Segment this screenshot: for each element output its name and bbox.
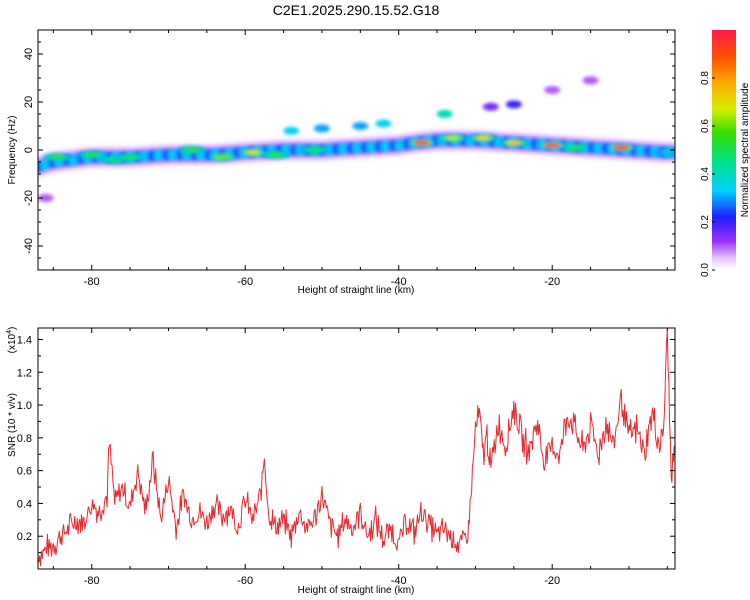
spectrogram-hotspot-core [612, 145, 631, 150]
snr-y-tick-label: 0.6 [17, 466, 32, 478]
snr-y-label: SNR (10 * v/v) [7, 393, 18, 457]
snr-y-tick-label: 0.2 [17, 531, 32, 543]
spectrogram-panel: -80 -60 -40 -20 40 20 0 -20 -40 Height of straig… [7, 29, 676, 296]
spectrogram-secondary-spot [38, 194, 54, 202]
spectrogram-hotspot [561, 143, 590, 152]
spectrogram-hotspot [607, 143, 636, 152]
spectrogram-hotspot [407, 138, 436, 147]
spectrogram-secondary [38, 76, 599, 202]
spectrogram-secondary-spot [352, 122, 369, 130]
spectrogram-hotspots [43, 134, 675, 164]
snr-frame [37, 327, 676, 570]
colorbar-tick-label: 0.0 [700, 263, 711, 277]
snr-plot-area [38, 328, 675, 569]
spectrogram-hotspot-core [246, 150, 260, 155]
snr-x-tick-label: -60 [237, 575, 253, 587]
snr-series-line [38, 329, 675, 567]
spectrogram-hotspot-core [570, 145, 581, 150]
spectrogram-secondary-spot [375, 119, 392, 128]
colorbar-gradient [712, 30, 736, 270]
spectrogram-hotspot-core [543, 143, 562, 148]
spectrogram-y-tick-label: 40 [23, 48, 35, 60]
colorbar-ticks: 0.0 0.2 0.4 0.6 0.8 [700, 71, 715, 277]
spectrogram-y-tick-label: 0 [23, 147, 35, 153]
spectrogram-hotspot [116, 153, 145, 162]
spectrogram-secondary-spot [283, 126, 300, 135]
spectrogram-hotspot [499, 138, 528, 147]
snr-ticks: -80 -60 -40 -20 0.2 0.4 0.6 0.8 1.0 1.2 1.4 [17, 328, 675, 587]
colorbar-tick-label: 0.2 [700, 215, 711, 229]
spectrogram-x-tick-label: -60 [237, 276, 253, 288]
spectrogram-secondary-spot [544, 86, 561, 94]
snr-x-label: Height of straight line (km) [298, 585, 415, 596]
spectrogram-hotspot-core [476, 135, 490, 141]
spectrogram-y-tick-label: 20 [23, 96, 35, 108]
spectrogram-hotspot-core [52, 155, 63, 160]
spectrogram-hotspot [208, 153, 237, 162]
snr-y-tick-label: 1.4 [17, 334, 32, 346]
spectrogram-secondary-spot [505, 100, 522, 109]
spectrogram-hotspot [261, 150, 290, 159]
spectrogram-hotspot-core [186, 147, 197, 153]
spectrogram-frame [37, 29, 676, 271]
spectrogram-heatmap [38, 76, 675, 202]
colorbar-tick-label: 0.8 [700, 71, 711, 85]
snr-x-tick-label: -20 [544, 575, 560, 587]
spectrogram-x-tick-label: -20 [544, 276, 560, 288]
spectrogram-hotspot [300, 146, 329, 154]
snr-multiplier: (x104) [6, 327, 18, 354]
spectrogram-hotspot [238, 148, 267, 157]
spectrogram-hotspot [77, 150, 106, 159]
spectrogram-hotspot-core [507, 140, 521, 145]
snr-y-tick-label: 0.8 [17, 433, 32, 445]
spectrogram-y-tick-label: -40 [23, 238, 35, 254]
spectrogram-secondary-spot [482, 102, 499, 111]
snr-x-tick-label: -40 [391, 575, 407, 587]
snr-y-tick-label: 1.2 [17, 367, 32, 379]
spectrogram-hotspot-core [446, 135, 459, 141]
spectrogram-hotspot-core [413, 140, 431, 145]
snr-y-tick-label: 0.4 [17, 498, 32, 510]
spectrogram-hotspot-core [663, 150, 671, 155]
spectrogram-hotspot-core [125, 155, 135, 160]
spectrogram-hotspot [438, 134, 467, 142]
snr-panel: -80 -60 -40 -20 0.2 0.4 0.6 0.8 1.0 1.2 1.4 Height… [6, 327, 676, 596]
colorbar-tick-label: 0.6 [700, 119, 711, 133]
spectrogram-secondary-spot [436, 110, 453, 118]
spectrogram-hotspot-core [309, 147, 319, 153]
colorbar-tick-label: 0.4 [700, 167, 711, 181]
snr-y-tick-label: 1.0 [17, 400, 32, 412]
figure-title: C2E1.2025.290.15.52.G18 [273, 2, 440, 18]
spectrogram-hotspot [538, 141, 567, 150]
spectrogram-secondary-spot [582, 76, 599, 85]
spectrogram-x-tick-label: -80 [84, 276, 100, 288]
colorbar-label: Normalized spectral amplitude [740, 82, 750, 217]
spectrogram-hotspot [177, 146, 206, 154]
spectrogram-y-label: Frequency (Hz) [7, 116, 18, 185]
spectrogram-hotspot [469, 134, 498, 142]
spectrogram-hotspot-core [216, 155, 228, 160]
spectrogram-hotspot [43, 153, 72, 162]
spectrogram-secondary-spot [313, 124, 330, 133]
colorbar: 0.0 0.2 0.4 0.6 0.8 Normalized spectral ampl… [700, 30, 750, 277]
spectrogram-hotspot [653, 148, 675, 157]
spectrogram-y-tick-label: -20 [23, 190, 35, 206]
spectrogram-x-label: Height of straight line (km) [298, 285, 415, 296]
spectrogram-x-tick-label: -40 [391, 276, 407, 288]
snr-x-tick-label: -80 [84, 575, 100, 587]
spectrogram-hotspot-core [86, 152, 97, 157]
spectrogram-hotspot-core [270, 152, 281, 157]
spectrogram-ticks: -80 -60 -40 -20 40 20 0 -20 -40 [23, 30, 675, 288]
